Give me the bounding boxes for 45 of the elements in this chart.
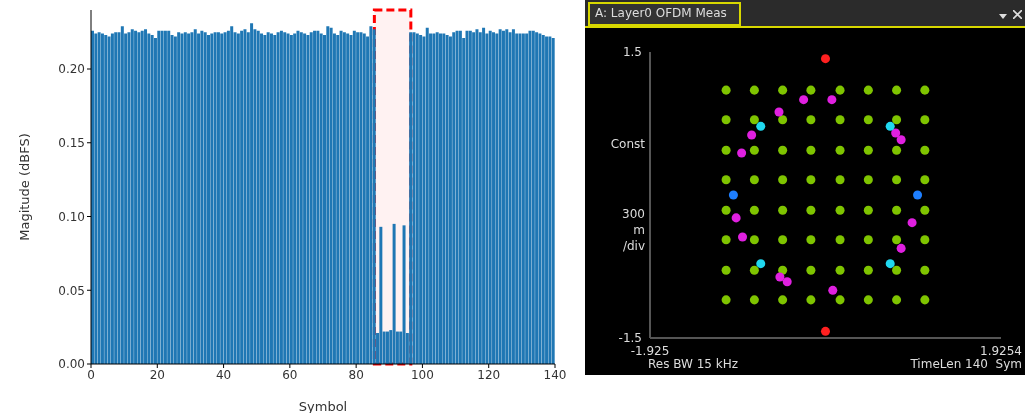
x-tick-label: 0 xyxy=(87,367,95,382)
x-axis-title: Symbol xyxy=(298,399,348,413)
y-tick-label: 0.15 xyxy=(58,136,85,151)
y-tick-label: 0.10 xyxy=(58,209,85,224)
point xyxy=(885,259,895,269)
x-tick-label: 1.9254 xyxy=(980,343,1022,358)
y-tick-label: 1.5 xyxy=(622,45,642,60)
point xyxy=(896,243,906,253)
point xyxy=(728,190,738,200)
y-tick-label: 0.00 xyxy=(58,357,85,372)
point xyxy=(774,107,784,117)
x-tick-label: 20 xyxy=(149,367,165,382)
point xyxy=(891,128,901,138)
x-tick-label: 120 xyxy=(477,367,501,382)
point xyxy=(738,232,748,242)
text: Const 300 m /div xyxy=(610,137,645,253)
point xyxy=(747,130,757,140)
point xyxy=(782,277,792,287)
point xyxy=(799,95,809,105)
point xyxy=(827,95,837,105)
point xyxy=(896,135,906,145)
text: Res BW 15 kHz xyxy=(648,357,739,371)
x-tick-label: 80 xyxy=(348,367,364,382)
point xyxy=(907,218,917,228)
point xyxy=(820,54,830,64)
x-tick-label: 100 xyxy=(410,367,434,382)
point xyxy=(731,213,741,223)
point xyxy=(885,121,895,131)
point xyxy=(756,259,766,269)
text: TimeLen 140 Sym xyxy=(910,357,1022,371)
y-tick-label: 0.20 xyxy=(58,62,85,77)
chart-title: A: Layer0 OFDM Meas xyxy=(588,2,741,26)
point xyxy=(737,148,747,158)
point xyxy=(756,121,766,131)
point xyxy=(775,272,785,282)
x-tick-label: 140 xyxy=(543,367,567,382)
x-tick-label: -1.925 xyxy=(630,343,670,358)
y-tick-label: 0.05 xyxy=(58,283,85,298)
x-tick-label: 60 xyxy=(282,367,298,382)
point xyxy=(820,326,830,336)
point xyxy=(913,190,923,200)
y-tick-label: -1.5 xyxy=(618,331,642,346)
x-tick-label: 40 xyxy=(215,367,232,382)
point xyxy=(828,285,838,295)
y-axis-title: Magitude (dBFS) xyxy=(16,133,32,241)
